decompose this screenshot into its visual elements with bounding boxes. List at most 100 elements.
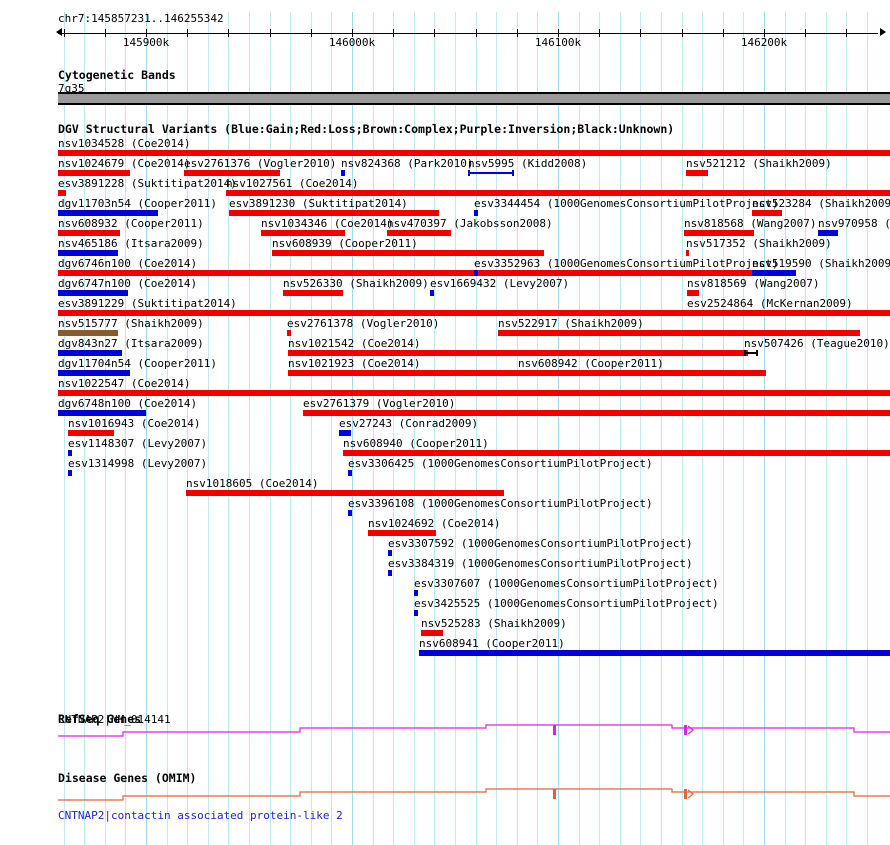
refseq-gene-model[interactable] [0,722,890,746]
variant-label[interactable]: esv3891229 (Suktitipat2014) [58,297,237,310]
gene-exon[interactable] [553,789,556,799]
variant-bar[interactable] [414,610,418,616]
variant-label[interactable]: esv2524864 (McKernan2009) [687,297,853,310]
variant-bar[interactable] [687,290,699,296]
variant-bar[interactable] [226,190,890,196]
variant-bar[interactable] [58,270,753,276]
variant-label[interactable]: dgv6746n100 (Coe2014) [58,257,198,270]
variant-bar[interactable] [68,470,72,476]
variant-label[interactable]: nsv1021542 (Coe2014) [288,337,421,350]
variant-label[interactable]: nsv608942 (Cooper2011) [518,357,664,370]
variant-bar[interactable] [58,390,890,396]
variant-label[interactable]: dgv11703n54 (Cooper2011) [58,197,217,210]
variant-label[interactable]: nsv1034528 (Coe2014) [58,137,191,150]
variant-bar[interactable] [68,450,72,456]
variant-bar[interactable] [229,210,439,216]
variant-label[interactable]: dgv11704n54 (Cooper2011) [58,357,217,370]
variant-label[interactable]: nsv1034346 (Coe2014) [261,217,394,230]
variant-bar[interactable] [341,170,345,176]
variant-bar[interactable] [419,650,890,656]
variant-bar[interactable] [818,230,838,236]
omim-gene-model[interactable] [0,786,890,810]
variant-bar[interactable] [686,250,689,256]
variant-label[interactable]: dgv6748n100 (Coe2014) [58,397,198,410]
refseq-gene-label[interactable]: CNTNAP2|NM_014141 [58,713,171,726]
variant-bar[interactable] [68,430,114,436]
variant-bar[interactable] [343,450,890,456]
variant-bar[interactable] [58,250,118,256]
variant-bar[interactable] [348,470,352,476]
variant-label[interactable]: esv3891228 (Suktitipat2014) [58,177,237,190]
variant-bar[interactable] [430,290,434,296]
variant-bar[interactable] [272,250,544,256]
variant-label[interactable]: nsv818569 (Wang2007) [687,277,820,290]
variant-label[interactable]: nsv526330 (Shaikh2009) [283,277,429,290]
variant-bar[interactable] [339,430,351,436]
variant-label[interactable]: nsv608941 (Cooper2011) [419,637,565,650]
variant-bar[interactable] [468,170,514,176]
variant-label[interactable]: esv3891230 (Suktitipat2014) [229,197,408,210]
variant-label[interactable]: dgv843n27 (Itsara2009) [58,337,204,350]
variant-bar[interactable] [58,370,130,376]
variant-label[interactable]: nsv608932 (Cooper2011) [58,217,204,230]
variant-bar[interactable] [686,170,708,176]
variant-label[interactable]: nsv517352 (Shaikh2009) [686,237,832,250]
ruler-left-arrow-icon[interactable] [56,28,62,36]
variant-label[interactable]: nsv523284 (Shaikh2009) [752,197,890,210]
variant-label[interactable]: nsv521212 (Shaikh2009) [686,157,832,170]
variant-label[interactable]: esv2761379 (Vogler2010) [303,397,456,410]
variant-label[interactable]: esv1314998 (Levy2007) [68,457,208,470]
variant-label[interactable]: nsv824368 (Park2010) [341,157,474,170]
variant-bar[interactable] [288,370,738,376]
variant-label[interactable]: nsv519590 (Shaikh2009) [752,257,890,270]
variant-label[interactable]: esv3396108 (1000GenomesConsortiumPilotPr… [348,497,653,510]
variant-label[interactable]: esv3425525 (1000GenomesConsortiumPilotPr… [414,597,719,610]
variant-bar[interactable] [287,330,291,336]
variant-bar[interactable] [348,510,352,516]
variant-bar[interactable] [58,170,130,176]
variant-bar[interactable] [283,290,343,296]
variant-label[interactable]: nsv1016943 (Coe2014) [68,417,201,430]
variant-bar[interactable] [58,290,128,296]
variant-bar[interactable] [58,330,118,336]
variant-label[interactable]: nsv818568 (Wang2007) [684,217,817,230]
ruler-right-arrow-icon[interactable] [880,28,886,36]
variant-label[interactable]: nsv1022547 (Coe2014) [58,377,191,390]
variant-label[interactable]: nsv1018605 (Coe2014) [186,477,319,490]
variant-label[interactable]: nsv1024679 (Coe2014) [58,157,191,170]
variant-label[interactable]: nsv1021923 (Coe2014) [288,357,421,370]
variant-label[interactable]: esv2761376 (Vogler2010) [184,157,337,170]
gene-exon[interactable] [553,725,556,735]
omim-gene-label[interactable]: CNTNAP2|contactin associated protein-lik… [58,809,343,822]
variant-label[interactable]: esv3306425 (1000GenomesConsortiumPilotPr… [348,457,653,470]
variant-bar[interactable] [752,210,782,216]
variant-label[interactable]: dgv6747n100 (Coe2014) [58,277,198,290]
gene-exon[interactable] [684,725,687,735]
variant-label[interactable]: nsv470397 (Jakobsson2008) [387,217,553,230]
variant-bar[interactable] [474,270,478,276]
variant-bar[interactable] [261,230,345,236]
variant-label[interactable]: nsv515777 (Shaikh2009) [58,317,204,330]
variant-label[interactable]: nsv608940 (Cooper2011) [343,437,489,450]
cytoband-bar[interactable] [58,92,890,105]
variant-bar[interactable] [518,370,766,376]
variant-bar[interactable] [58,230,120,236]
variant-bar[interactable] [184,170,280,176]
variant-bar[interactable] [414,590,418,596]
variant-label[interactable]: esv3352963 (1000GenomesConsortiumPilotPr… [474,257,779,270]
variant-bar[interactable] [744,350,758,356]
variant-label[interactable]: esv3384319 (1000GenomesConsortiumPilotPr… [388,557,693,570]
variant-bar[interactable] [58,350,122,356]
variant-bar[interactable] [387,230,451,236]
variant-label[interactable]: nsv608939 (Cooper2011) [272,237,418,250]
variant-bar[interactable] [687,310,693,316]
variant-label[interactable]: nsv465186 (Itsara2009) [58,237,204,250]
gene-exon[interactable] [684,789,687,799]
variant-label[interactable]: esv1148307 (Levy2007) [68,437,208,450]
coordinate-ruler[interactable]: chr7:145857231..146255342 145900k 146000k… [0,0,890,50]
variant-label[interactable]: nsv970958 (S [818,217,890,230]
variant-label[interactable]: nsv522917 (Shaikh2009) [498,317,644,330]
variant-bar[interactable] [186,490,504,496]
variant-bar[interactable] [684,230,754,236]
variant-label[interactable]: esv3307607 (1000GenomesConsortiumPilotPr… [414,577,719,590]
